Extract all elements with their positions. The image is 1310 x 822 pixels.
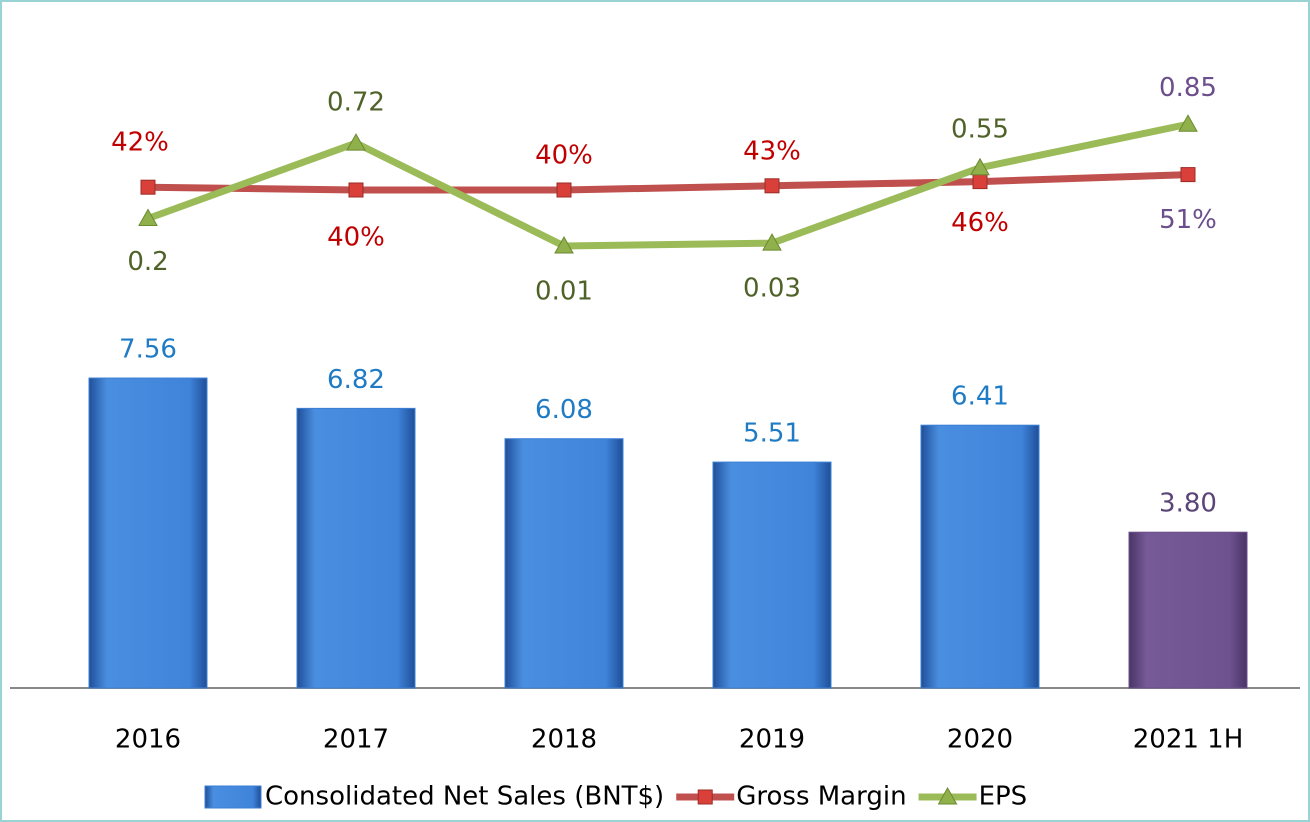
bar [504, 438, 624, 689]
legend-label: Consolidated Net Sales (BNT$) [265, 782, 664, 812]
data-label: 42% [111, 128, 169, 158]
legend-marker [697, 789, 713, 805]
bar [88, 377, 208, 689]
bar [712, 461, 832, 689]
marker [762, 233, 782, 251]
data-label: 6.08 [535, 395, 593, 425]
data-label: 40% [327, 223, 385, 253]
data-label: 6.82 [327, 365, 385, 395]
marker [1178, 114, 1198, 132]
data-label: 40% [535, 141, 593, 171]
legend-marker [937, 786, 958, 805]
x-tick-label: 2021 1H [1133, 725, 1244, 755]
data-label: 43% [743, 136, 801, 166]
legend-swatch [204, 785, 262, 809]
marker [764, 178, 780, 194]
marker [140, 179, 156, 195]
x-tick-label: 2016 [115, 725, 181, 755]
data-label: 5.51 [743, 419, 801, 449]
data-label: 0.72 [327, 88, 385, 118]
data-label: 0.03 [743, 274, 801, 304]
x-tick-label: 2017 [323, 725, 389, 755]
data-label: 0.85 [1159, 73, 1217, 103]
legend-label: EPS [979, 782, 1028, 812]
line [146, 120, 1189, 250]
x-tick-label: 2019 [739, 725, 805, 755]
marker [554, 236, 574, 254]
marker [138, 208, 158, 226]
marker [970, 157, 990, 176]
bar [1128, 531, 1248, 689]
marker [556, 182, 572, 198]
bar [296, 407, 416, 689]
bar [920, 424, 1040, 689]
x-tick-label: 2020 [947, 725, 1013, 755]
line [147, 171, 1189, 194]
data-label: 51% [1159, 205, 1217, 235]
marker [972, 174, 988, 190]
marker [346, 133, 366, 151]
data-label: 6.41 [951, 382, 1009, 412]
data-label: 0.2 [127, 247, 168, 277]
data-label: 7.56 [119, 335, 177, 365]
data-label: 0.55 [951, 114, 1009, 144]
data-label: 46% [951, 208, 1009, 238]
legend-label: Gross Margin [736, 782, 906, 812]
marker [348, 182, 364, 198]
data-label: 3.80 [1159, 489, 1217, 519]
marker [1180, 167, 1196, 183]
data-label: 0.01 [535, 277, 593, 307]
x-tick-label: 2018 [531, 725, 597, 755]
